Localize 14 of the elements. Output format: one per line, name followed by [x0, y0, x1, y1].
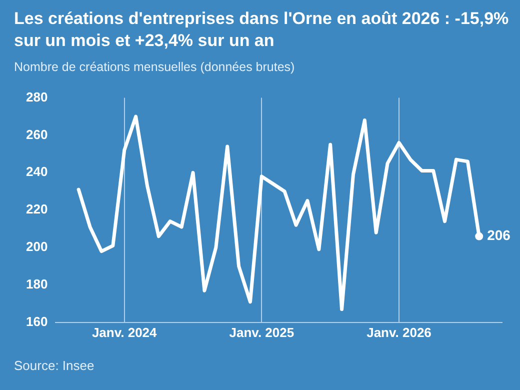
- chart-title: Les créations d'entreprises dans l'Orne en août 2026 : -15,9% sur un mois et +23,4% sur un an: [14, 8, 510, 52]
- x-tick-label: Janv. 2024: [92, 324, 158, 340]
- y-tick-label: 160: [26, 314, 48, 329]
- y-tick-label: 180: [26, 276, 48, 292]
- source-note: Source: Insee: [14, 358, 94, 373]
- y-tick-label: 280: [26, 89, 48, 104]
- y-tick-label: 200: [26, 239, 48, 254]
- x-tick-label: Janv. 2026: [366, 324, 432, 340]
- y-tick-label: 240: [26, 164, 48, 180]
- data-label: 206: [487, 227, 511, 244]
- y-tick-label: 220: [26, 202, 48, 217]
- y-tick-label: 260: [26, 126, 48, 142]
- chart-subtitle: Nombre de créations mensuelles (données brutes): [14, 60, 295, 74]
- x-tick-label: Janv. 2025: [229, 324, 294, 340]
